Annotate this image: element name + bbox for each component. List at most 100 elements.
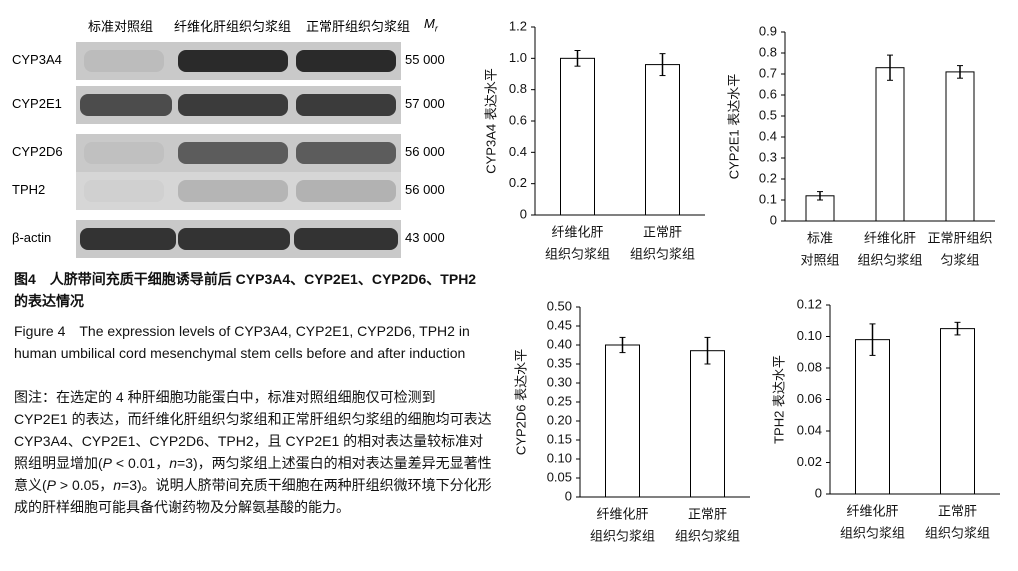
caption-note: 图注：在选定的 4 种肝细胞功能蛋白中，标准对照组细胞仅可检测到 CYP2E1 … xyxy=(14,386,492,518)
bar xyxy=(645,64,680,216)
y-tick-label: 0 xyxy=(770,212,777,227)
x-tick-label: 纤维化肝 xyxy=(846,503,898,518)
x-tick-label: 对照组 xyxy=(800,252,839,267)
blot-strip xyxy=(76,86,401,124)
note-part: =3)，两匀浆组上述蛋白的相对表达量差异无显著性意义( xyxy=(14,455,492,493)
x-tick-label: 正常肝 xyxy=(643,224,682,239)
y-tick-label: 0.10 xyxy=(797,328,822,343)
x-tick-label: 组织匀浆组 xyxy=(857,252,922,267)
row-label: CYP2D6 xyxy=(12,144,63,159)
y-tick-label: 0.2 xyxy=(759,170,777,185)
note-part: < 0.01， xyxy=(112,455,170,471)
y-tick-label: 0.3 xyxy=(759,149,777,164)
y-tick-label: 0.06 xyxy=(797,391,822,406)
x-tick-label: 组织匀浆组 xyxy=(590,528,655,543)
mr-label: Mr xyxy=(424,16,438,34)
x-tick-label: 正常肝 xyxy=(688,506,727,521)
x-tick-label: 组织匀浆组 xyxy=(840,525,905,540)
caption-cn: 图4 人脐带间充质干细胞诱导前后 CYP3A4、CYP2E1、CYP2D6、TP… xyxy=(14,271,477,309)
x-tick-label: 正常肝 xyxy=(938,503,977,518)
y-tick-label: 0.30 xyxy=(547,374,572,389)
y-tick-label: 0.6 xyxy=(509,112,527,127)
y-tick-label: 1.2 xyxy=(509,18,527,33)
y-axis-title: CYP3A4 表达水平 xyxy=(483,68,498,173)
column-label: 正常肝组织匀浆组 xyxy=(306,19,411,34)
y-tick-label: 0.25 xyxy=(547,393,572,408)
note-part: > 0.05， xyxy=(56,477,114,493)
y-axis-title: TPH2 表达水平 xyxy=(771,355,786,444)
x-tick-label: 组织匀浆组 xyxy=(675,528,740,543)
y-tick-label: 0.6 xyxy=(759,86,777,101)
y-tick-label: 0.12 xyxy=(797,296,822,311)
y-tick-label: 0.9 xyxy=(759,23,777,38)
column-label: 标准对照组 xyxy=(88,19,154,34)
y-tick-label: 0.8 xyxy=(759,44,777,59)
y-axis-title: CYP2E1 表达水平 xyxy=(726,74,741,179)
blot-strip xyxy=(76,172,401,210)
y-tick-label: 0.40 xyxy=(547,336,572,351)
mr-sub: r xyxy=(434,23,438,34)
mr-main: M xyxy=(424,16,435,31)
note-part: 图注：在选定的 4 种肝细胞功能蛋白中，标准对照组细胞仅可检测到 CYP2E1 … xyxy=(14,389,492,471)
mr-value: 43 000 xyxy=(405,230,445,245)
mr-value: 56 000 xyxy=(405,182,445,197)
blot-strip xyxy=(76,42,401,80)
note-part: P xyxy=(102,455,113,471)
y-tick-label: 0 xyxy=(815,485,822,500)
y-tick-label: 0.04 xyxy=(797,422,822,437)
y-tick-label: 0.02 xyxy=(797,454,822,469)
bar xyxy=(940,328,975,495)
x-tick-label: 纤维化肝 xyxy=(551,224,603,239)
x-tick-label: 纤维化肝 xyxy=(596,506,648,521)
y-tick-label: 0.1 xyxy=(759,191,777,206)
note-part: =3)。说明人脐带间充质干细胞在两种肝组织微环境下分化形成的肝样细胞可能具备代谢… xyxy=(14,477,492,515)
y-tick-label: 0.35 xyxy=(547,355,572,370)
y-tick-label: 0.10 xyxy=(547,450,572,465)
note-part: n xyxy=(169,455,178,471)
row-label: CYP3A4 xyxy=(12,52,62,67)
y-tick-label: 0.50 xyxy=(547,298,572,313)
column-label: 纤维化肝组织匀浆组 xyxy=(174,19,292,34)
mr-value: 57 000 xyxy=(405,96,445,111)
x-tick-label: 组织匀浆组 xyxy=(925,525,990,540)
y-axis-title: CYP2D6 表达水平 xyxy=(513,349,528,455)
bar xyxy=(855,339,890,495)
y-tick-label: 0.05 xyxy=(547,469,572,484)
blot-strip xyxy=(76,220,401,258)
mr-value: 55 000 xyxy=(405,52,445,67)
y-tick-label: 0.15 xyxy=(547,431,572,446)
bar xyxy=(605,344,640,498)
y-tick-label: 0.5 xyxy=(759,107,777,122)
x-tick-label: 匀浆组 xyxy=(940,252,979,267)
x-tick-label: 标准 xyxy=(807,230,833,245)
bar xyxy=(690,350,725,498)
row-label: β-actin xyxy=(12,230,52,245)
note-part: n xyxy=(113,477,122,493)
x-tick-label: 组织匀浆组 xyxy=(545,246,610,261)
blot-strip xyxy=(76,134,401,172)
y-tick-label: 0.7 xyxy=(759,65,777,80)
y-tick-label: 0.2 xyxy=(509,175,527,190)
y-tick-label: 0.4 xyxy=(509,144,527,159)
x-tick-label: 正常肝组织 xyxy=(927,230,992,245)
bar xyxy=(875,67,905,222)
mr-value: 56 000 xyxy=(405,144,445,159)
row-label: TPH2 xyxy=(12,182,46,197)
y-tick-label: 0 xyxy=(565,488,572,503)
caption-en: Figure 4 The expression levels of CYP3A4… xyxy=(14,323,470,361)
y-tick-label: 0.45 xyxy=(547,317,572,332)
x-tick-label: 纤维化肝 xyxy=(864,230,916,245)
y-tick-label: 0 xyxy=(520,206,527,221)
bar xyxy=(945,71,975,222)
y-tick-label: 1.0 xyxy=(509,50,527,65)
y-tick-label: 0.20 xyxy=(547,412,572,427)
row-label: CYP2E1 xyxy=(12,96,62,111)
y-tick-label: 0.4 xyxy=(759,128,777,143)
y-tick-label: 0.8 xyxy=(509,81,527,96)
bar xyxy=(560,57,595,216)
x-tick-label: 组织匀浆组 xyxy=(630,246,695,261)
note-part: P xyxy=(46,477,57,493)
y-tick-label: 0.08 xyxy=(797,359,822,374)
